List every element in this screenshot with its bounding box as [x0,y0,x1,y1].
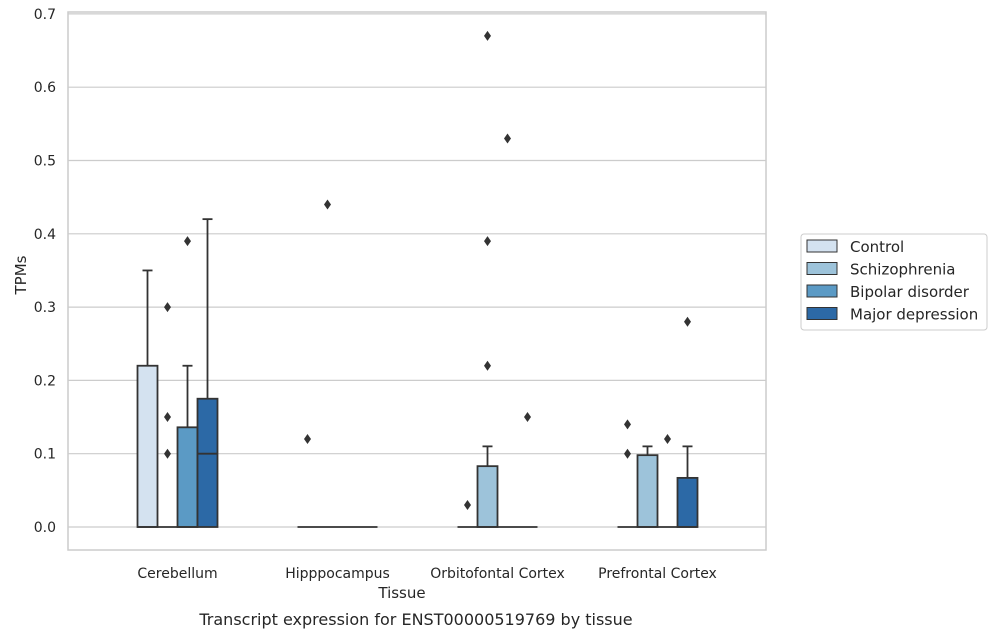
box-control [136,269,159,528]
box-major-depression [676,316,699,528]
legend: Control Schizophrenia Bipolar disorder Majo… [800,233,988,331]
box-major-depression [196,218,219,528]
x-axis-label: Tissue [377,584,425,602]
x-tick-label: Orbitofontal Cortex [430,566,565,582]
box-schizophrenia [476,30,499,528]
box-body [136,364,159,528]
y-axis-label: TPMs [12,255,30,295]
legend-label: Control [850,238,904,256]
plot-frame [67,11,767,551]
outlier-point [304,434,311,445]
box-body [676,476,699,528]
y-tick-label: 0.6 [34,80,56,96]
outlier-point [164,412,171,423]
box-body [476,465,499,528]
box-bipolar-disorder [657,434,678,528]
x-tick-label: Cerebellum [137,566,217,582]
box-series [136,30,699,528]
box-control [617,419,638,528]
legend-swatch [806,307,838,320]
x-tick-label: Prefrontal Cortex [598,566,717,582]
y-tick-label: 0.4 [34,227,56,243]
box-body [176,426,199,528]
outlier-point [624,419,631,430]
y-axis-ticks: 0.0 0.1 0.2 0.3 0.4 0.5 0.6 0.7 [34,7,56,536]
legend-swatch [806,262,838,275]
legend-label: Major depression [850,306,978,324]
box-schizophrenia [636,445,659,528]
box-bipolar-disorder [497,133,518,528]
y-tick-label: 0.1 [34,447,56,463]
box-control [457,500,478,528]
outlier-point [464,500,471,511]
outlier-point [484,236,491,247]
outlier-point [504,133,511,144]
y-tick-label: 0.5 [34,154,56,170]
legend-swatch [806,239,838,253]
box-control [297,434,318,528]
legend-label: Schizophrenia [850,261,955,279]
y-tick-label: 0.3 [34,300,56,316]
box-bipolar-disorder [176,236,199,528]
grid-lines [68,13,766,528]
outlier-point [684,316,691,327]
outlier-point [664,434,671,445]
box-body [636,454,659,528]
y-tick-label: 0.7 [34,7,56,23]
legend-label: Bipolar disorder [850,283,970,301]
box-schizophrenia [157,302,178,528]
outlier-point [164,448,171,459]
chart-caption: Transcript expression for ENST0000051976… [198,610,632,629]
x-tick-label: Hipppocampus [285,566,390,582]
y-tick-label: 0.0 [34,520,56,536]
box-schizophrenia [317,199,338,528]
y-tick-label: 0.2 [34,373,56,389]
legend-frame [800,233,988,331]
outlier-point [324,199,331,210]
outlier-point [624,448,631,459]
outlier-point [524,412,531,423]
outlier-point [484,30,491,41]
x-axis-ticks: Cerebellum Hipppocampus Orbitofontal Corte… [137,566,716,582]
box-major-depression [517,412,538,528]
legend-swatch [806,284,838,298]
outlier-point [164,302,171,313]
outlier-point [184,236,191,247]
outlier-point [484,360,491,371]
box-body [196,397,219,528]
